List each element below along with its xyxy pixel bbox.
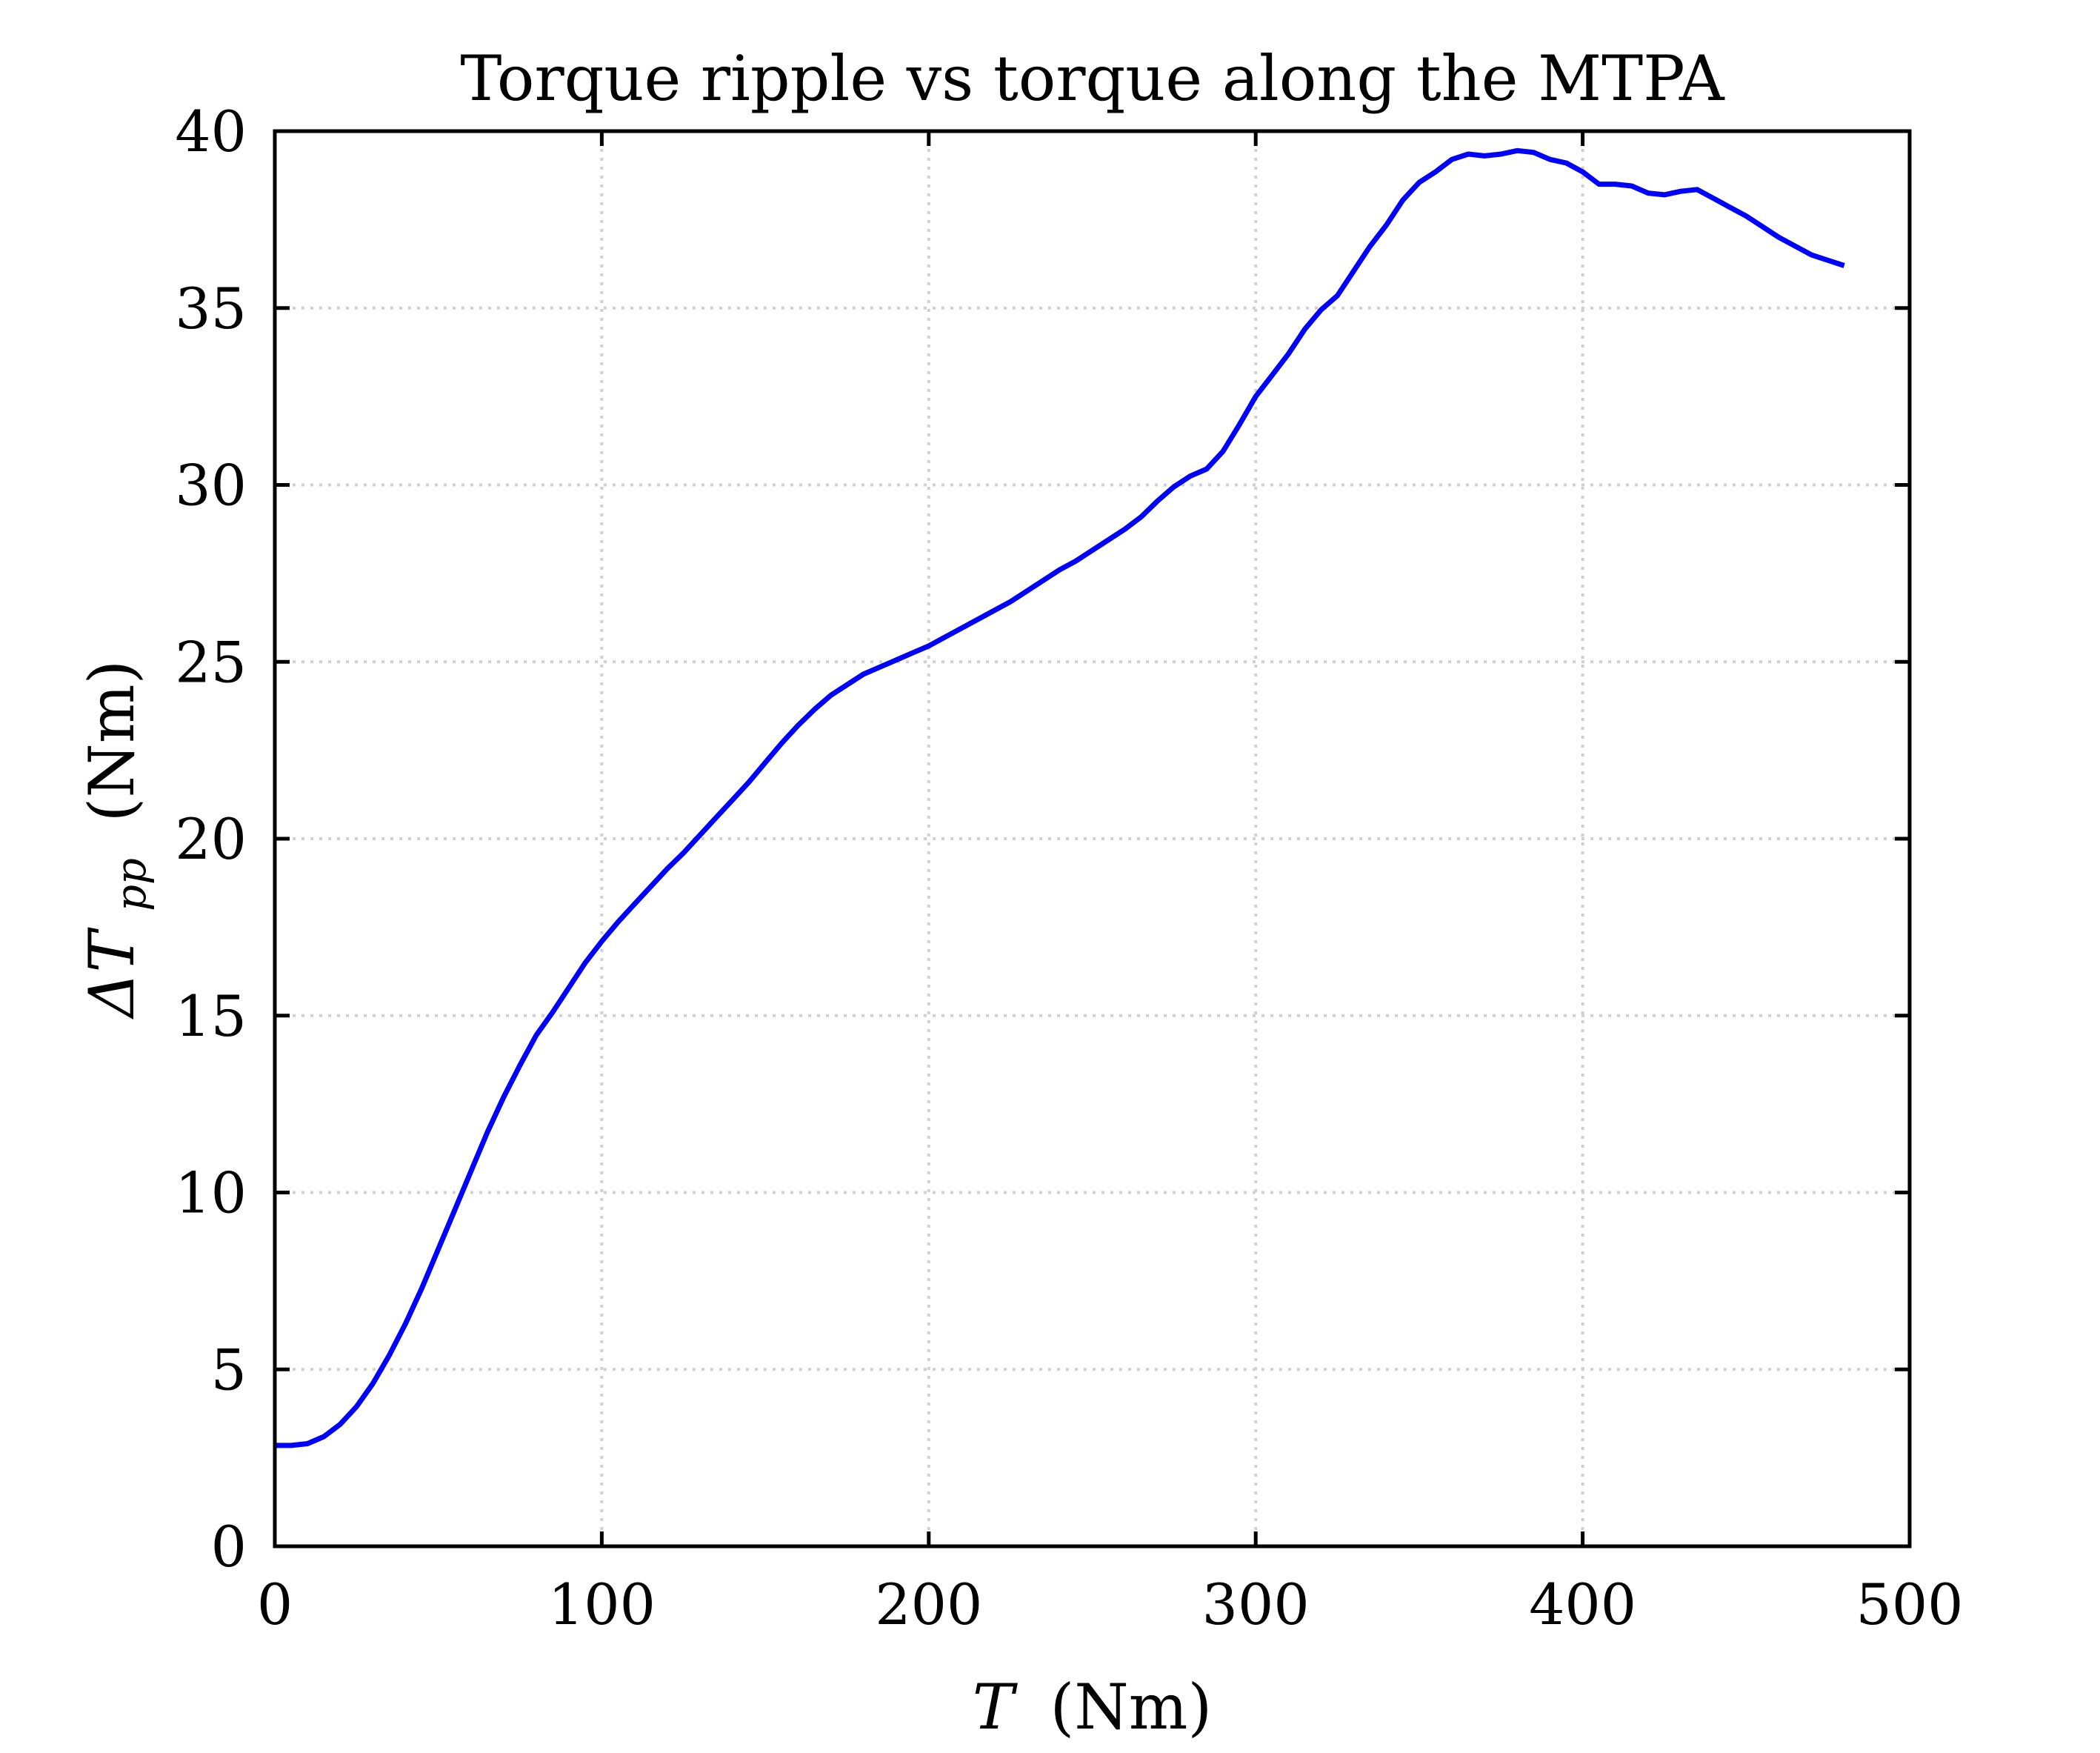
x-tick-label: 300 <box>1202 1571 1310 1637</box>
y-axis-unit: (Nm) <box>76 660 148 822</box>
x-tick-label: 0 <box>257 1571 293 1637</box>
y-axis-subscript: pp <box>107 858 156 911</box>
axis-ticks: 0 100 200 300 400 500 0 5 10 15 20 25 30 35 40 <box>175 99 1963 1637</box>
y-tick-label: 10 <box>175 1160 247 1226</box>
grid-lines <box>275 131 1910 1546</box>
x-tick-label: 400 <box>1529 1571 1636 1637</box>
y-tick-label: 40 <box>175 99 247 164</box>
x-axis-label: T (Nm) <box>973 1671 1212 1743</box>
y-axis-label: ΔT pp (Nm) <box>76 660 160 1020</box>
series-line <box>275 147 1845 1448</box>
y-tick-label: 30 <box>175 453 247 519</box>
y-tick-label: 5 <box>211 1337 247 1403</box>
x-axis-symbol: T <box>973 1671 1019 1743</box>
chart-title: Torque ripple vs torque along the MTPA <box>460 42 1725 115</box>
x-tick-label: 500 <box>1856 1571 1963 1637</box>
y-tick-label: 25 <box>175 629 247 695</box>
y-tick-label: 20 <box>175 806 247 872</box>
x-tick-label: 200 <box>875 1571 982 1637</box>
y-tick-label: 15 <box>175 983 247 1049</box>
x-tick-label: 100 <box>548 1571 656 1637</box>
y-tick-label: 0 <box>211 1514 247 1580</box>
y-tick-label: 35 <box>175 276 247 342</box>
y-axis-symbol: ΔT <box>76 927 148 1020</box>
x-axis-unit: (Nm) <box>1050 1671 1213 1743</box>
